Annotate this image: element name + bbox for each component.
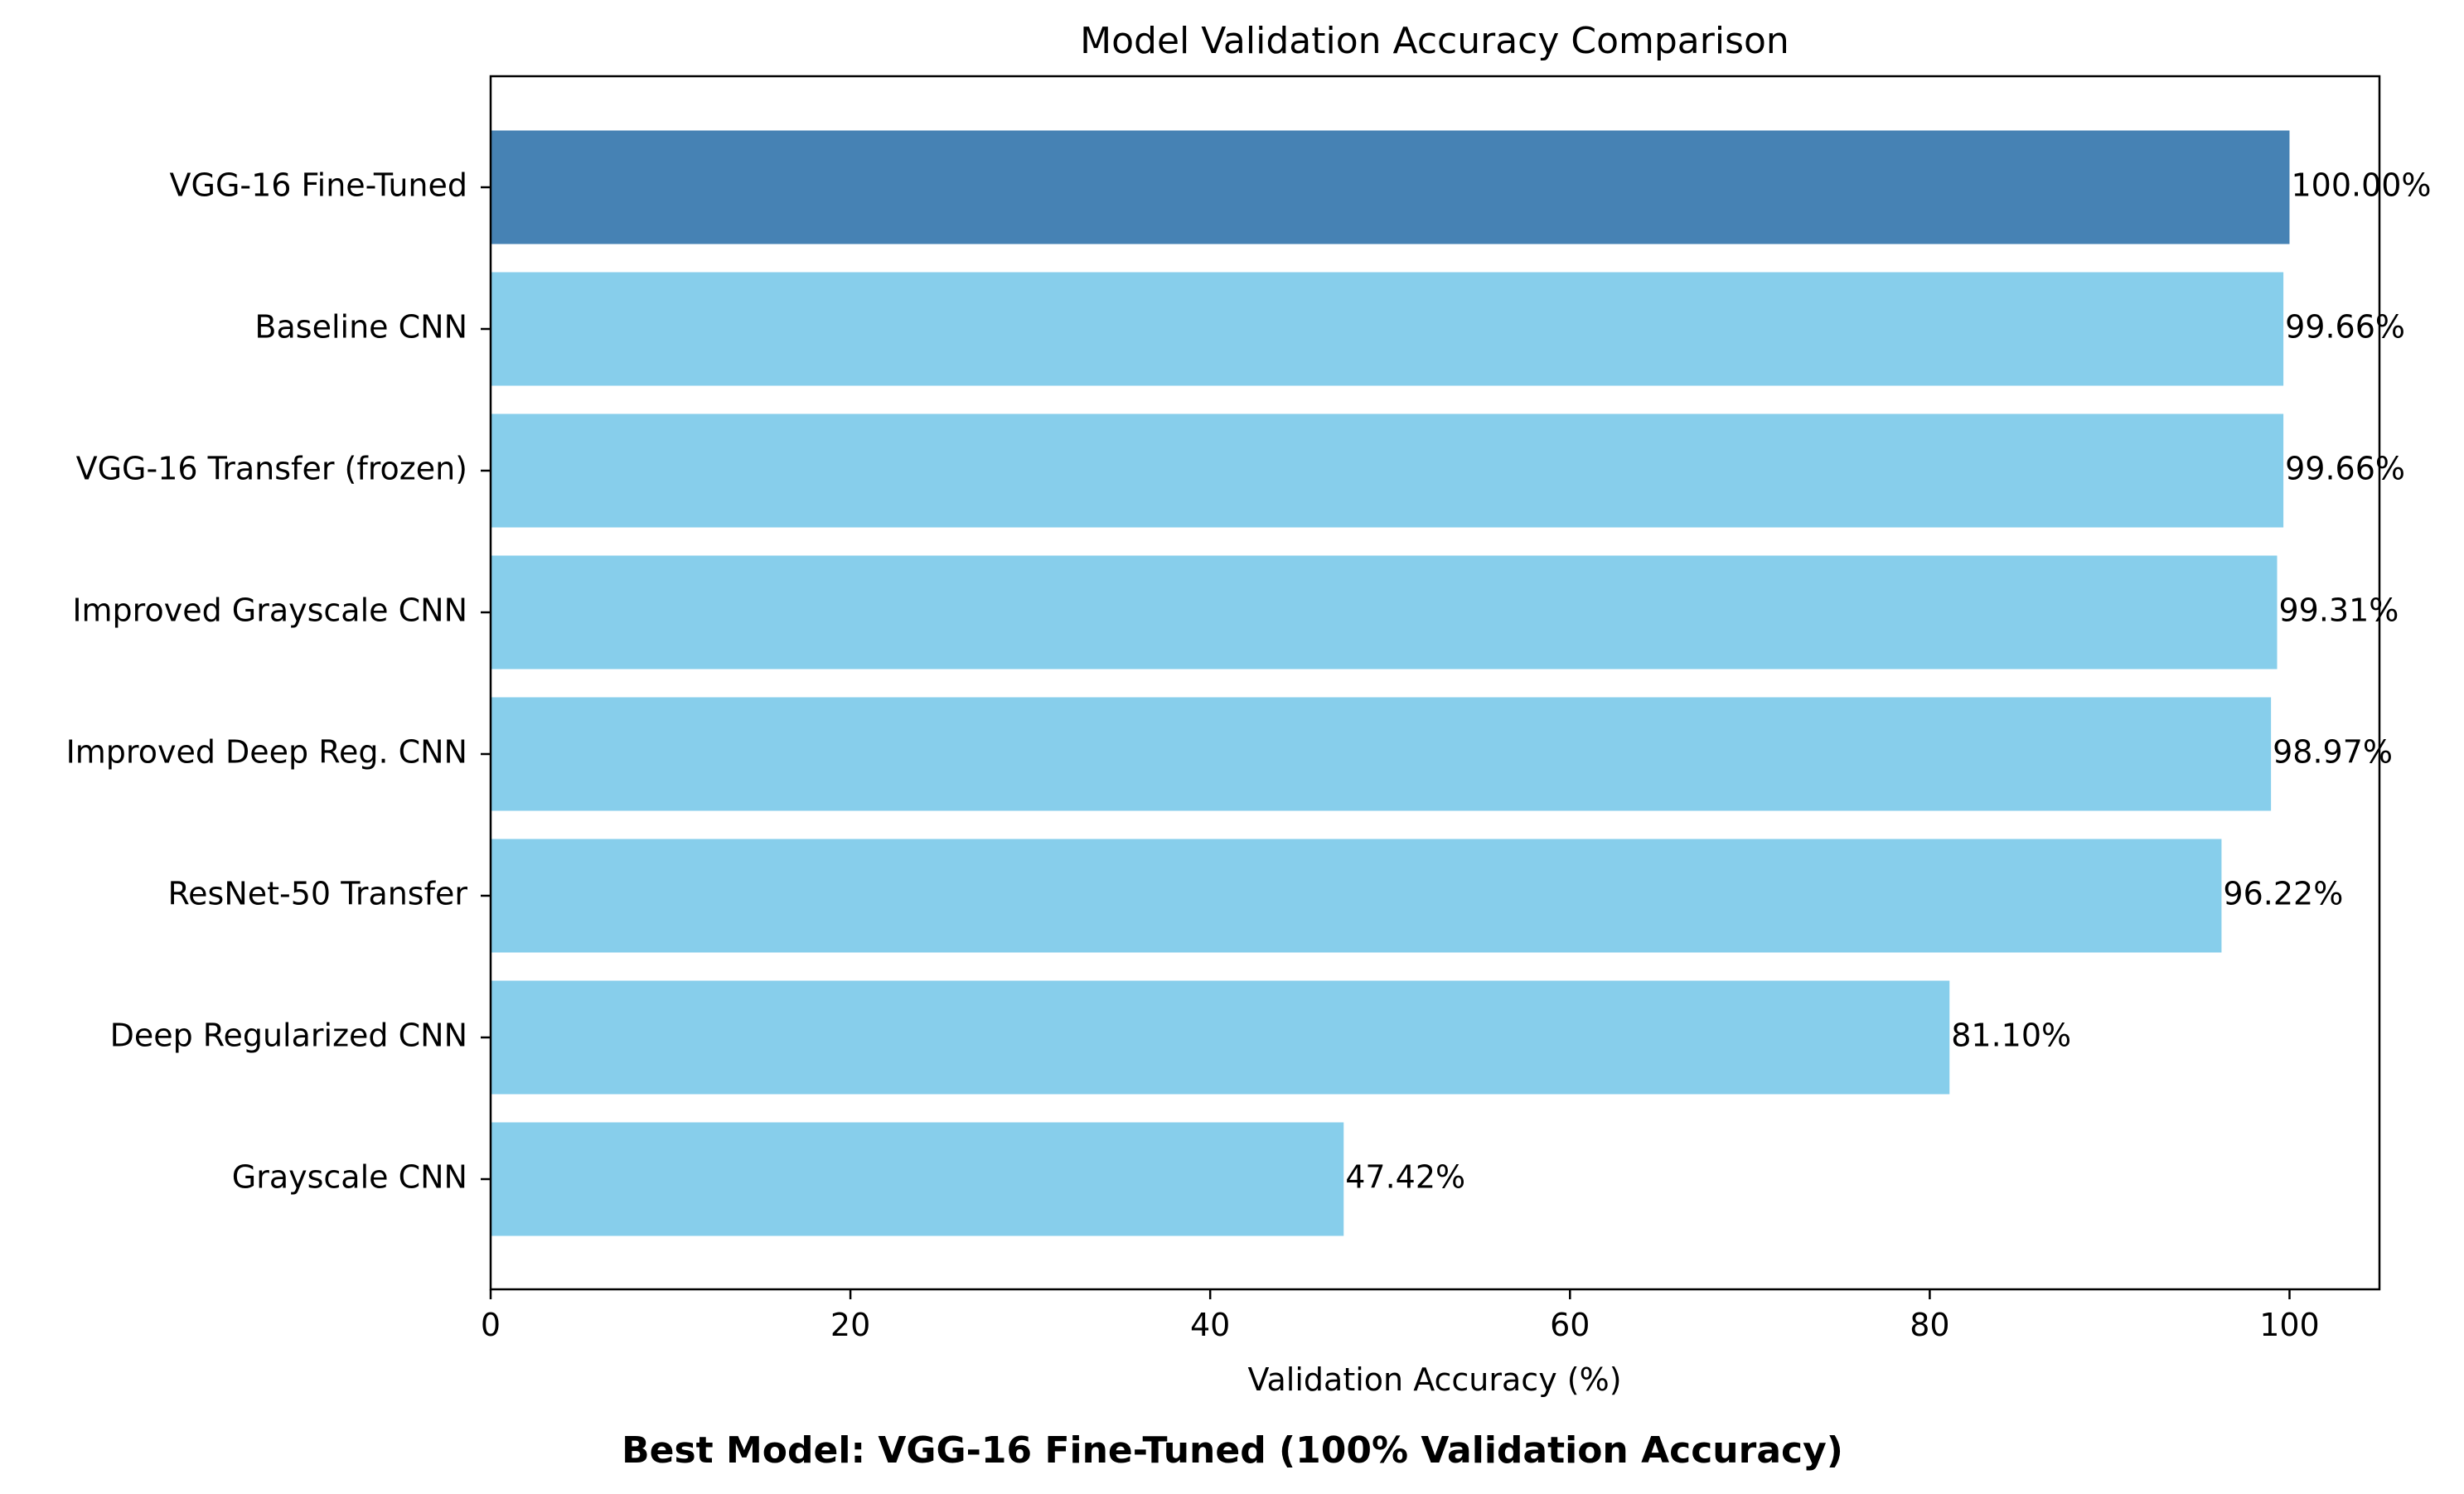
y-tick-label: Improved Deep Reg. CNN: [66, 734, 467, 771]
x-tick-label: 40: [1190, 1307, 1230, 1343]
x-tick-label: 100: [2259, 1307, 2320, 1343]
y-tick-label: Baseline CNN: [254, 309, 467, 346]
bar: [491, 839, 2222, 953]
y-tick-label: Grayscale CNN: [232, 1159, 467, 1196]
bar-value-label: 99.66%: [2285, 309, 2405, 346]
bar: [491, 697, 2272, 811]
bar: [491, 272, 2284, 386]
bar-value-label: 99.66%: [2285, 451, 2405, 487]
bars-layer: 100.00% 99.66% 99.66% 99.31% 98.97% 96.22% 81.…: [491, 130, 2432, 1236]
bar-value-label: 47.42%: [1345, 1159, 1465, 1196]
x-tick-label: 60: [1550, 1307, 1590, 1343]
bar: [491, 980, 1950, 1095]
best-model-caption: Best Model: VGG-16 Fine-Tuned (100% Vali…: [622, 1429, 1843, 1472]
bar: [491, 1122, 1344, 1236]
y-tick-label: VGG-16 Transfer (frozen): [76, 451, 467, 487]
y-tick-label: ResNet-50 Transfer: [167, 876, 467, 912]
y-tick-label: Deep Regularized CNN: [110, 1018, 467, 1054]
bar-value-label: 96.22%: [2223, 876, 2343, 912]
bar-value-label: 100.00%: [2291, 167, 2431, 204]
bar-value-label: 81.10%: [1951, 1018, 2071, 1054]
axes-layer: VGG-16 Fine-Tuned Baseline CNN VGG-16 Tran…: [66, 75, 2381, 1343]
bar: [491, 555, 2278, 670]
bar: [491, 130, 2290, 244]
y-tick-label: VGG-16 Fine-Tuned: [170, 167, 467, 204]
bar: [491, 413, 2284, 528]
x-tick-label: 20: [830, 1307, 870, 1343]
x-tick-label: 80: [1910, 1307, 1949, 1343]
plot-frame: [489, 75, 2381, 1291]
y-tick-label: Improved Grayscale CNN: [72, 592, 467, 629]
bar-value-label: 99.31%: [2279, 592, 2399, 629]
chart-title: Model Validation Accuracy Comparison: [1080, 20, 1789, 62]
bar-value-label: 98.97%: [2273, 734, 2393, 771]
x-axis-label: Validation Accuracy (%): [1247, 1361, 1621, 1398]
x-tick-label: 0: [481, 1307, 501, 1343]
